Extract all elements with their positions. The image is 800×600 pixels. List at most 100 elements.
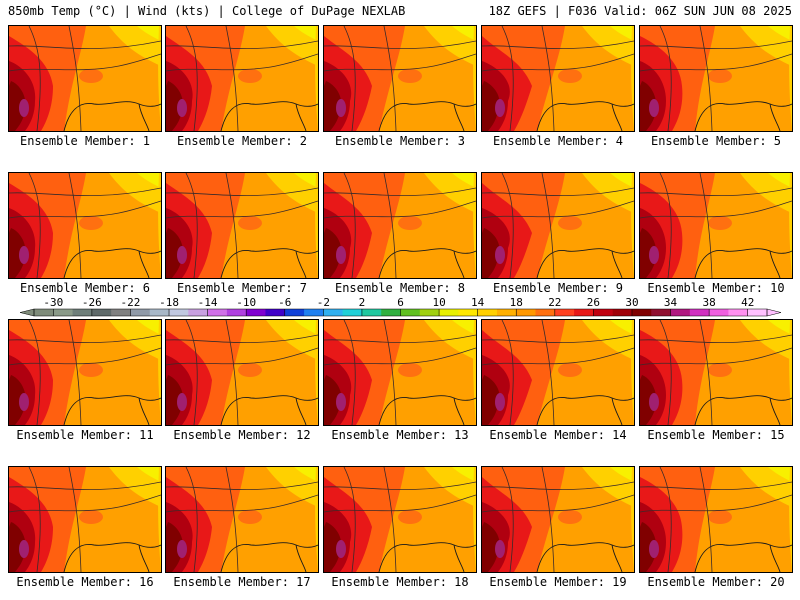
ensemble-panel <box>481 172 635 279</box>
colorbar-tick-label: 38 <box>703 296 716 309</box>
colorbar-swatch <box>169 309 189 316</box>
ensemble-member-label: Ensemble Member: 17 <box>173 575 311 589</box>
ensemble-member-label: Ensemble Member: 10 <box>647 281 785 295</box>
colorbar-max-arrow <box>766 308 782 317</box>
ensemble-panel <box>8 172 162 279</box>
ensemble-panel <box>165 319 319 426</box>
ensemble-member-label: Ensemble Member: 2 <box>176 134 308 148</box>
colorbar-swatch <box>419 309 440 316</box>
temperature-map <box>166 467 318 572</box>
temperature-map <box>9 173 161 278</box>
ensemble-panel <box>481 25 635 132</box>
colorbar-tick-label: -18 <box>159 296 179 309</box>
colorbar-tick-label: 34 <box>664 296 678 309</box>
colorbar-swatch <box>554 309 575 316</box>
temperature-map <box>482 26 634 131</box>
model-valid-time: 18Z GEFS | F036 Valid: 06Z SUN JUN 08 20… <box>488 4 792 18</box>
colorbar-swatch <box>91 309 112 316</box>
colorbar-tick-label: -26 <box>82 296 102 309</box>
colorbar-swatch <box>265 309 286 316</box>
colorbar-swatch <box>149 309 170 316</box>
temperature-colorbar: -30 -26 -22 -18 -14 -10 -6 -2 2 6 10 14 18 22 26 30 34 38… <box>19 296 782 317</box>
ensemble-panel <box>639 466 793 573</box>
ensemble-panel <box>165 466 319 573</box>
colorbar-swatch <box>689 309 710 316</box>
ensemble-member-label: Ensemble Member: 8 <box>334 281 466 295</box>
colorbar-tick-label: 14 <box>471 296 485 309</box>
temperature-map <box>166 320 318 425</box>
colorbar-swatch <box>53 309 74 316</box>
colorbar-tick-label: 42 <box>741 296 754 309</box>
ensemble-member-label: Ensemble Member: 19 <box>489 575 627 589</box>
ensemble-panel <box>481 319 635 426</box>
colorbar-swatch <box>458 309 479 316</box>
colorbar-swatch <box>631 309 652 316</box>
temperature-map <box>640 467 792 572</box>
colorbar-swatch <box>361 309 382 316</box>
colorbar-tick-label: -10 <box>236 296 256 309</box>
colorbar-swatch <box>728 309 749 316</box>
ensemble-panel <box>8 319 162 426</box>
colorbar-swatch <box>400 309 421 316</box>
temperature-map <box>482 173 634 278</box>
ensemble-panel <box>323 25 477 132</box>
colorbar-min-arrow <box>19 308 35 317</box>
temperature-map <box>324 26 476 131</box>
ensemble-member-label: Ensemble Member: 16 <box>16 575 154 589</box>
colorbar-swatch <box>670 309 691 316</box>
temperature-map <box>324 320 476 425</box>
colorbar-swatch <box>130 309 151 316</box>
temperature-map <box>166 26 318 131</box>
colorbar-swatch <box>612 309 633 316</box>
colorbar-tick-label: -14 <box>198 296 218 309</box>
temperature-map <box>9 26 161 131</box>
ensemble-member-label: Ensemble Member: 1 <box>19 134 151 148</box>
ensemble-panel <box>8 466 162 573</box>
colorbar-tick-label: 22 <box>548 296 561 309</box>
ensemble-member-label: Ensemble Member: 9 <box>492 281 624 295</box>
colorbar-tick-label: -22 <box>121 296 141 309</box>
ensemble-member-label: Ensemble Member: 4 <box>492 134 624 148</box>
ensemble-panel <box>639 172 793 279</box>
colorbar-swatch <box>477 309 498 316</box>
temperature-map <box>9 320 161 425</box>
temperature-map <box>324 467 476 572</box>
temperature-map <box>324 173 476 278</box>
ensemble-member-label: Ensemble Member: 14 <box>489 428 627 442</box>
colorbar-tick-label: 10 <box>432 296 445 309</box>
map-title: 850mb Temp (°C) | Wind (kts) | College o… <box>8 4 406 18</box>
temperature-map <box>640 320 792 425</box>
ensemble-member-label: Ensemble Member: 11 <box>16 428 154 442</box>
ensemble-member-label: Ensemble Member: 13 <box>331 428 469 442</box>
ensemble-panel <box>323 319 477 426</box>
colorbar-swatch <box>111 309 131 316</box>
temperature-map <box>482 320 634 425</box>
ensemble-member-label: Ensemble Member: 18 <box>331 575 469 589</box>
colorbar-swatch <box>651 309 672 316</box>
colorbar-tick-label: -30 <box>43 296 63 309</box>
colorbar-tick-label: 6 <box>397 296 404 309</box>
ensemble-panel <box>323 466 477 573</box>
ensemble-member-label: Ensemble Member: 6 <box>19 281 151 295</box>
colorbar-swatch <box>323 309 344 316</box>
colorbar-tick-label: 18 <box>510 296 523 309</box>
ensemble-panel <box>165 172 319 279</box>
temperature-map <box>9 467 161 572</box>
colorbar-swatch <box>342 309 363 316</box>
colorbar-tick-label: 2 <box>359 296 366 309</box>
colorbar-swatch <box>439 309 459 316</box>
ensemble-member-label: Ensemble Member: 3 <box>334 134 466 148</box>
colorbar-tick-label: -2 <box>317 296 330 309</box>
ensemble-panel <box>639 319 793 426</box>
colorbar-swatch <box>34 309 54 316</box>
ensemble-panel <box>323 172 477 279</box>
colorbar-swatch <box>188 309 209 316</box>
colorbar-swatch <box>72 309 93 316</box>
ensemble-member-label: Ensemble Member: 20 <box>647 575 785 589</box>
colorbar-swatch <box>381 309 401 316</box>
ensemble-panel <box>639 25 793 132</box>
ensemble-member-label: Ensemble Member: 7 <box>176 281 308 295</box>
ensemble-panel <box>165 25 319 132</box>
colorbar-swatch <box>226 309 247 316</box>
temperature-map <box>166 173 318 278</box>
